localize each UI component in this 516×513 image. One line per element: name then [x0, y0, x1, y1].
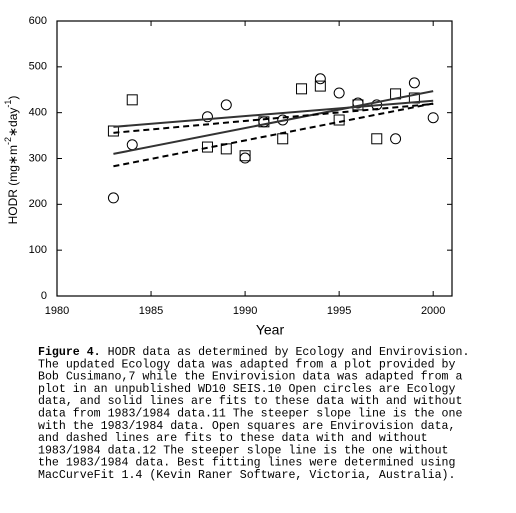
- x-axis-label: Year: [256, 322, 285, 338]
- y-tick-label: 100: [29, 244, 47, 256]
- circle-marker: [107, 192, 119, 204]
- caption-line: plot in an unpublished WD10 SEIS.10 Open…: [38, 383, 455, 396]
- caption-line: data from 1983/1984 data.11 The steeper …: [38, 408, 462, 421]
- circle-marker: [220, 99, 232, 111]
- caption-line: and dashed lines are fits to these data …: [38, 432, 428, 445]
- y-axis-label: HODR (mg∗m-2∗day-1): [3, 96, 20, 225]
- y-axis-label-part: ∗day: [6, 108, 20, 137]
- x-tick-label: 1980: [45, 305, 69, 317]
- caption-line: The updated Ecology data was adapted fro…: [38, 358, 455, 371]
- square-marker: [314, 80, 326, 92]
- plot-frame: [56, 20, 453, 297]
- caption-line: the 1983/1984 data. Best fitting lines w…: [38, 457, 455, 470]
- x-tick-label: 2000: [421, 305, 445, 317]
- y-tick-label: 600: [29, 15, 47, 27]
- circle-marker: [239, 152, 251, 164]
- circle-marker: [201, 111, 213, 123]
- x-tick-label: 1995: [327, 305, 351, 317]
- y-tick-label: 0: [41, 290, 47, 302]
- caption-line: data, and solid lines are fits to these …: [38, 395, 462, 408]
- circle-marker: [126, 139, 138, 151]
- y-axis-label-part: ): [6, 96, 20, 100]
- y-tick-label: 200: [29, 198, 47, 210]
- y-axis-label-part: HODR (mg∗m: [6, 145, 20, 224]
- square-marker: [296, 83, 308, 95]
- circle-marker: [314, 73, 326, 85]
- circle-marker: [333, 87, 345, 99]
- caption-line: 1983/1984 data.12 The steeper slope line…: [38, 444, 449, 457]
- x-tick-label: 1990: [233, 305, 257, 317]
- caption-line: MacCurveFit 1.4 (Kevin Raner Software, V…: [38, 469, 455, 482]
- square-marker: [126, 94, 138, 106]
- square-marker: [258, 116, 270, 128]
- circle-marker: [408, 77, 420, 89]
- caption-line: with the 1983/1984 data. Open squares ar…: [38, 420, 455, 433]
- square-marker: [371, 133, 383, 145]
- x-tick-label: 1985: [139, 305, 163, 317]
- solid-fit-line: [113, 99, 434, 128]
- caption-label: Figure 4.: [38, 346, 101, 359]
- circle-marker: [427, 112, 439, 124]
- y-tick-label: 500: [29, 61, 47, 73]
- dashed-fit-line: [113, 102, 434, 134]
- y-tick-label: 300: [29, 152, 47, 164]
- y-tick-label: 400: [29, 107, 47, 119]
- dashed-fit-line: [113, 102, 434, 168]
- square-marker: [277, 133, 289, 145]
- square-marker: [239, 150, 251, 162]
- solid-fit-line: [113, 90, 434, 155]
- square-marker: [333, 114, 345, 126]
- y-axis-label-part: -2: [3, 137, 13, 145]
- y-axis-label-part: -1: [3, 100, 13, 108]
- caption-line: Bob Cusimano,7 while the Envirovision da…: [38, 371, 462, 384]
- caption-line: HODR data as determined by Ecology and E…: [108, 346, 470, 359]
- caption: Figure 4. HODR data as determined by Ecol…: [38, 346, 469, 482]
- circle-marker: [390, 133, 402, 145]
